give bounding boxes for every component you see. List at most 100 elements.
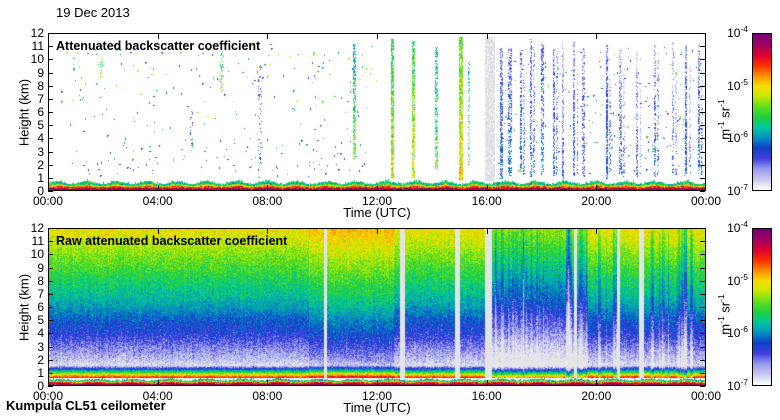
colorbar-tick-label: 10-5 — [700, 76, 748, 93]
y-tick-mark — [48, 59, 53, 60]
y-tick-mark-right — [700, 281, 705, 282]
cb-unit-sr-2: sr — [717, 301, 733, 317]
cb-tick-mantissa: 10 — [727, 221, 741, 235]
x-tick-mark — [377, 185, 378, 190]
x-tick-mark — [267, 380, 268, 385]
y-tick-mark-right — [700, 191, 705, 192]
y-tick-mark-right — [700, 320, 705, 321]
x-tick-mark-top — [267, 34, 268, 39]
cb-tick-mantissa: 10 — [727, 78, 741, 93]
y-tick-mark-right — [700, 86, 705, 87]
y-tick-mark — [48, 241, 53, 242]
y-tick-mark — [48, 152, 53, 153]
x-axis-label-top: Time (UTC) — [343, 205, 411, 220]
y-tick-label: 2 — [37, 352, 44, 367]
x-tick-mark — [487, 380, 488, 385]
figure-caption: Kumpula CL51 ceilometer — [6, 398, 166, 413]
x-tick-mark — [158, 380, 159, 385]
y-tick-label: 5 — [37, 118, 44, 133]
y-tick-label: 10 — [30, 247, 44, 262]
y-tick-label: 1 — [37, 170, 44, 185]
colorbar-tick-label: 10-7 — [700, 182, 748, 198]
y-tick-mark — [48, 268, 53, 269]
y-tick-mark — [48, 125, 53, 126]
x-tick-mark-top — [596, 229, 597, 234]
x-tick-label: 08:00 — [252, 194, 283, 208]
y-tick-label: 4 — [37, 326, 44, 341]
y-tick-mark — [48, 294, 53, 295]
y-tick-mark-right — [700, 347, 705, 348]
colorbar-unit-label-top: m-1 sr-1 — [716, 74, 733, 166]
colorbar-gradient-bottom — [752, 228, 772, 386]
y-tick-label: 5 — [37, 313, 44, 328]
y-tick-mark-right — [700, 228, 705, 229]
cb-unit-exp1-2: -1 — [716, 316, 727, 324]
cb-unit-m-2: m — [717, 323, 733, 335]
x-tick-mark-top — [596, 34, 597, 39]
cb-unit-m: m — [717, 128, 733, 140]
cb-tick-exponent: -7 — [740, 182, 748, 192]
y-tick-mark-right — [700, 165, 705, 166]
y-tick-label: 0 — [37, 184, 44, 198]
cb-unit-exp1: -1 — [716, 121, 727, 129]
x-tick-label: 00:00 — [690, 194, 722, 208]
y-tick-mark-right — [700, 73, 705, 74]
x-tick-mark-top — [487, 229, 488, 234]
y-tick-mark — [48, 178, 53, 179]
y-tick-mark-right — [700, 112, 705, 113]
y-tick-mark-right — [700, 46, 705, 47]
y-tick-mark-right — [700, 99, 705, 100]
cb-tick-exponent: -7 — [740, 377, 748, 387]
y-tick-label: 3 — [37, 144, 44, 159]
cb-tick-mantissa: 10 — [727, 184, 741, 198]
colorbar-canvas-top — [753, 34, 771, 190]
y-tick-label: 11 — [31, 234, 44, 249]
y-tick-mark — [48, 254, 53, 255]
y-tick-mark-right — [700, 333, 705, 334]
x-tick-label: 20:00 — [581, 389, 612, 403]
cb-tick-mantissa: 10 — [727, 26, 741, 40]
colorbar-tick-label: 10-6 — [700, 130, 748, 146]
x-tick-label: 12:00 — [361, 389, 393, 403]
y-tick-mark-right — [700, 241, 705, 242]
y-tick-label: 9 — [37, 260, 44, 275]
x-axis-label-bottom: Time (UTC) — [343, 400, 411, 415]
y-tick-label: 1 — [37, 365, 44, 380]
y-tick-mark-right — [700, 360, 705, 361]
panel-label-attenuated-backscatter: Attenuated backscatter coefficient — [56, 39, 261, 53]
y-tick-mark — [48, 73, 53, 74]
plot-area-raw-attenuated-backscatter — [48, 228, 706, 386]
x-tick-label: 00:00 — [690, 389, 722, 403]
y-tick-mark — [48, 307, 53, 308]
cb-tick-exponent: -5 — [740, 271, 748, 282]
cb-unit-sr: sr — [717, 106, 733, 122]
y-tick-label: 10 — [30, 52, 44, 67]
heatmap-attenuated-backscatter — [49, 34, 705, 190]
cb-tick-exponent: -4 — [740, 219, 748, 229]
y-tick-mark-right — [700, 33, 705, 34]
y-axis-label-bottom: Height (km) — [16, 273, 32, 342]
x-tick-label: 16:00 — [471, 194, 502, 208]
x-tick-mark — [596, 380, 597, 385]
y-tick-label: 12 — [30, 221, 44, 235]
cb-tick-mantissa: 10 — [727, 273, 741, 288]
cb-tick-mantissa: 10 — [727, 131, 741, 146]
x-tick-label: 16:00 — [471, 389, 502, 403]
cb-tick-exponent: -5 — [740, 76, 748, 87]
y-tick-label: 11 — [31, 39, 44, 54]
y-tick-mark — [48, 138, 53, 139]
y-tick-mark-right — [700, 268, 705, 269]
cb-tick-mantissa: 10 — [727, 379, 741, 393]
x-tick-mark-top — [377, 34, 378, 39]
y-tick-mark — [48, 347, 53, 348]
y-tick-mark — [48, 165, 53, 166]
y-tick-label: 0 — [37, 379, 44, 393]
x-tick-mark-top — [158, 229, 159, 234]
plot-area-attenuated-backscatter — [48, 33, 706, 191]
y-tick-mark-right — [700, 152, 705, 153]
y-tick-mark — [48, 112, 53, 113]
x-tick-mark-top — [377, 229, 378, 234]
y-tick-mark — [48, 46, 53, 47]
y-tick-mark — [48, 99, 53, 100]
colorbar-tick-label: 10-6 — [700, 325, 748, 340]
